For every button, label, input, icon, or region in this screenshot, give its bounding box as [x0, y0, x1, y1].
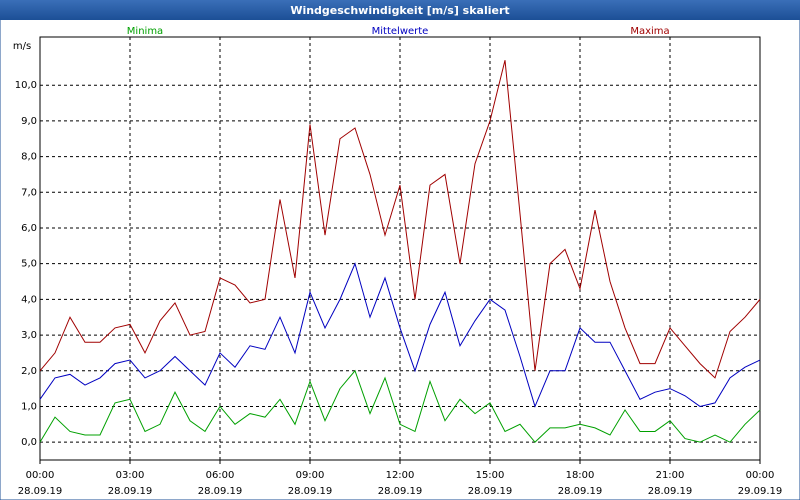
data-line [39, 369, 761, 443]
x-tick-date: 29.09.19 [738, 486, 783, 497]
y-tick-label: 10,0 [15, 80, 37, 91]
y-tick-label: 4,0 [21, 294, 37, 305]
x-tick-date: 28.09.19 [198, 486, 243, 497]
y-axis-label: m/s [13, 41, 31, 52]
x-tick-date: 28.09.19 [648, 486, 693, 497]
y-tick-label: 8,0 [21, 152, 37, 163]
legend-entry: Maxima [630, 26, 669, 37]
y-tick-label: 1,0 [21, 401, 37, 412]
data-line [39, 262, 761, 408]
x-tick-date: 28.09.19 [378, 486, 423, 497]
chart-title: Windgeschwindigkeit [m/s] skaliert [290, 4, 509, 17]
y-tick-label: 3,0 [21, 330, 37, 341]
x-tick-label: 03:00 [116, 470, 145, 481]
x-tick-label: 12:00 [386, 470, 415, 481]
y-tick-label: 0,0 [21, 437, 37, 448]
y-tick-label: 2,0 [21, 366, 37, 377]
legend-entry: Minima [127, 26, 163, 37]
y-tick-label: 6,0 [21, 223, 37, 234]
x-tick-label: 09:00 [296, 470, 325, 481]
x-tick-label: 06:00 [206, 470, 235, 481]
x-tick-label: 21:00 [656, 470, 685, 481]
y-tick-label: 9,0 [21, 116, 37, 127]
legend-entry: Mittelwerte [372, 26, 429, 37]
data-line [39, 60, 761, 379]
x-tick-label: 15:00 [476, 470, 505, 481]
x-tick-date: 28.09.19 [18, 486, 63, 497]
x-tick-date: 28.09.19 [468, 486, 513, 497]
y-tick-label: 7,0 [21, 187, 37, 198]
y-tick-label: 5,0 [21, 259, 37, 270]
x-tick-label: 00:00 [746, 470, 775, 481]
x-tick-date: 28.09.19 [558, 486, 603, 497]
x-tick-date: 28.09.19 [108, 486, 153, 497]
title-bar [0, 0, 800, 20]
x-tick-date: 28.09.19 [288, 486, 333, 497]
x-tick-label: 18:00 [566, 470, 595, 481]
x-tick-label: 00:00 [26, 470, 55, 481]
